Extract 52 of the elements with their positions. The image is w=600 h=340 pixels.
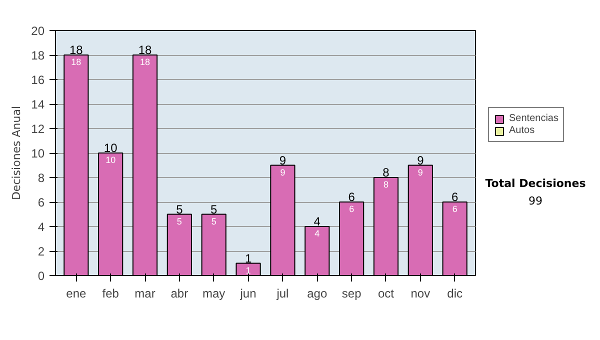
x-tick-label: feb	[102, 286, 120, 300]
total-label: 5	[176, 202, 184, 216]
total-label: 8	[382, 166, 390, 180]
data-label: 10	[106, 155, 116, 165]
y-tick-label: 8	[38, 171, 45, 185]
data-label: 9	[418, 167, 423, 178]
y-tick-label: 6	[38, 196, 45, 210]
x-tick-label: ago	[307, 286, 328, 300]
y-tick-label: 10	[31, 146, 45, 160]
x-tick-label: abr	[170, 286, 188, 300]
x-tick-label: sep	[342, 286, 362, 300]
total-label: 4	[314, 214, 321, 228]
data-label: 8	[383, 180, 389, 190]
data-label: 6	[452, 204, 458, 214]
y-tick-label: 18	[31, 48, 45, 62]
y-tick-label: 12	[31, 122, 45, 136]
data-label: 5	[211, 216, 216, 226]
data-label: 6	[349, 204, 354, 214]
x-tick-label: oct	[378, 286, 395, 300]
text: 99	[528, 194, 542, 208]
y-tick-label: 4	[38, 220, 45, 234]
data-label: 1	[246, 265, 251, 276]
data-label: 18	[71, 57, 82, 67]
data-label: 9	[280, 167, 286, 178]
legend-label: Autos	[509, 125, 535, 136]
total-label: 18	[138, 43, 152, 57]
y-tick-label: 0	[38, 269, 45, 283]
y-tick-label: 14	[31, 98, 45, 112]
x-tick-label: dic	[447, 286, 463, 300]
text: Total Decisiones	[485, 176, 586, 190]
x-tick-label: jun	[239, 286, 256, 300]
x-tick-label: nov	[410, 286, 430, 300]
total-label: 9	[279, 153, 286, 168]
total-label: 10	[104, 141, 118, 155]
x-tick-label: may	[202, 286, 226, 300]
x-tick-label: mar	[134, 286, 156, 300]
legend-label: Sentencias	[509, 113, 558, 124]
y-tick-label: 2	[38, 244, 45, 258]
y-tick-label: 16	[31, 73, 45, 87]
total-label: 6	[452, 190, 459, 204]
total-label: 9	[417, 153, 424, 168]
y-tick-label: 20	[31, 24, 45, 38]
total-label: 6	[348, 190, 356, 204]
data-label: 4	[314, 228, 320, 238]
x-tick-label: ene	[66, 286, 86, 300]
total-label: 18	[69, 43, 84, 57]
y-axis-title: Decisiones Anual	[10, 106, 24, 200]
data-label: 5	[176, 216, 182, 226]
data-label: 18	[140, 57, 150, 67]
total-label: 1	[244, 251, 252, 266]
x-tick-label: jul	[276, 286, 289, 300]
total-label: 5	[210, 202, 218, 216]
